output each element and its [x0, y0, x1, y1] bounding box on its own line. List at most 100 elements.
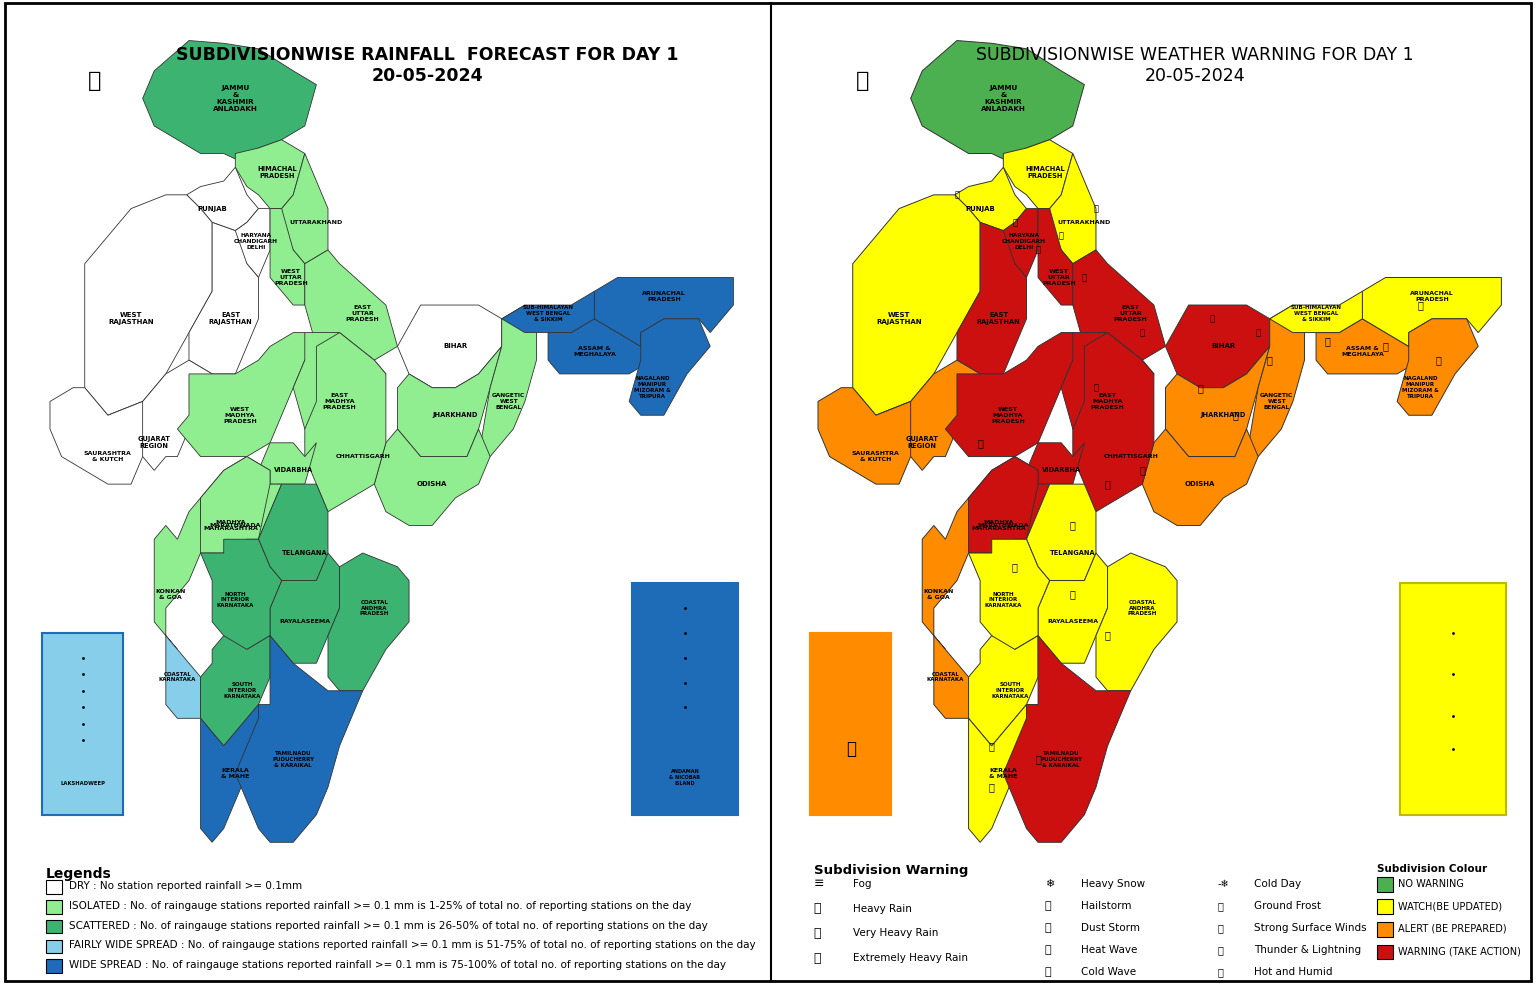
Text: NAGALAND
MANIPUR
MIZORAM &
TRIPURA: NAGALAND MANIPUR MIZORAM & TRIPURA: [634, 377, 671, 399]
Text: BIHAR: BIHAR: [1212, 343, 1235, 349]
Text: KERALA
& MAHE: KERALA & MAHE: [221, 769, 249, 778]
Text: JAMMU
&
KASHMIR
ANLADAKH: JAMMU & KASHMIR ANLADAKH: [214, 85, 258, 112]
Text: KONKAN
& GOA: KONKAN & GOA: [923, 589, 954, 599]
Polygon shape: [143, 40, 316, 159]
Text: ⛈: ⛈: [1218, 945, 1224, 954]
Polygon shape: [1061, 333, 1154, 443]
Polygon shape: [1247, 305, 1304, 457]
Text: MADHYA
MAHARASHTRA: MADHYA MAHARASHTRA: [971, 521, 1026, 530]
Text: CHHATTISGARH: CHHATTISGARH: [335, 454, 390, 460]
Text: COASTAL
KARNATAKA: COASTAL KARNATAKA: [926, 672, 965, 682]
Text: SAURASHTRA
& KUTCH: SAURASHTRA & KUTCH: [852, 452, 900, 461]
Text: Thunder & Lightning: Thunder & Lightning: [1253, 945, 1361, 954]
Polygon shape: [154, 498, 212, 649]
Text: EAST
MADHYA
PRADESH: EAST MADHYA PRADESH: [1091, 394, 1124, 409]
Polygon shape: [1003, 140, 1072, 209]
Polygon shape: [922, 498, 980, 649]
Text: Subdivision Colour: Subdivision Colour: [1376, 864, 1487, 875]
Polygon shape: [1143, 429, 1258, 525]
Text: 🌡: 🌡: [1044, 967, 1051, 977]
Text: SUBDIVISIONWISE RAINFALL  FORECAST FOR DAY 1
20-05-2024: SUBDIVISIONWISE RAINFALL FORECAST FOR DA…: [175, 46, 679, 85]
Text: EAST
MADHYA
PRADESH: EAST MADHYA PRADESH: [323, 394, 356, 409]
Text: VIDARBHA: VIDARBHA: [273, 467, 313, 473]
Text: TAMILNADU
PUDUCHERRY
& KARAIKAL: TAMILNADU PUDUCHERRY & KARAIKAL: [272, 752, 315, 768]
Text: MARATHWADA: MARATHWADA: [977, 523, 1029, 528]
Text: ⛈: ⛈: [1382, 341, 1389, 351]
Text: 🌡: 🌡: [1094, 204, 1098, 214]
Polygon shape: [189, 222, 258, 374]
Text: 🌶: 🌶: [1218, 967, 1224, 977]
FancyBboxPatch shape: [809, 633, 891, 815]
Text: Hailstorm: Hailstorm: [1081, 900, 1130, 911]
Bar: [46, 959, 61, 973]
Text: ⛈: ⛈: [1324, 336, 1330, 345]
Polygon shape: [187, 167, 258, 230]
Polygon shape: [1166, 346, 1270, 457]
Polygon shape: [1270, 291, 1362, 333]
FancyBboxPatch shape: [631, 584, 737, 815]
Text: FAIRLY WIDE SPREAD : No. of raingauge stations reported rainfall >= 0.1 mm is 51: FAIRLY WIDE SPREAD : No. of raingauge st…: [69, 941, 756, 951]
FancyBboxPatch shape: [1399, 584, 1505, 815]
Text: SOUTH
INTERIOR
KARNATAKA: SOUTH INTERIOR KARNATAKA: [992, 683, 1029, 699]
Text: 💨: 💨: [1218, 923, 1224, 933]
Polygon shape: [201, 705, 258, 842]
Text: PUNJAB: PUNJAB: [965, 206, 995, 212]
Text: SAURASHTRA
& KUTCH: SAURASHTRA & KUTCH: [84, 452, 132, 461]
Text: WEST
UTTAR
PRADESH: WEST UTTAR PRADESH: [1041, 270, 1075, 285]
Text: EAST
RAJASTHAN: EAST RAJASTHAN: [977, 312, 1020, 326]
Text: ⛈: ⛈: [1232, 410, 1238, 420]
Text: 🌡: 🌡: [1081, 273, 1087, 282]
Text: ≡: ≡: [814, 877, 825, 891]
Text: EAST
RAJASTHAN: EAST RAJASTHAN: [209, 312, 252, 326]
Bar: [1376, 922, 1393, 937]
Text: ALERT (BE PREPARED): ALERT (BE PREPARED): [1398, 924, 1507, 934]
Text: 🌡: 🌡: [1209, 314, 1215, 324]
Text: ANDAMAN
& NICOBAR
ISLAND: ANDAMAN & NICOBAR ISLAND: [670, 769, 700, 786]
Text: HARYANA
CHANDIGARH
DELHI: HARYANA CHANDIGARH DELHI: [233, 233, 278, 250]
Text: JAMMU
&
KASHMIR
ANLADAKH: JAMMU & KASHMIR ANLADAKH: [982, 85, 1026, 112]
Text: UTTARAKHAND: UTTARAKHAND: [290, 219, 343, 225]
Text: SCATTERED : No. of raingauge stations reported rainfall >= 0.1 mm is 26-50% of t: SCATTERED : No. of raingauge stations re…: [69, 920, 708, 931]
Text: DRY : No station reported rainfall >= 0.1mm: DRY : No station reported rainfall >= 0.…: [69, 881, 303, 891]
Polygon shape: [934, 636, 969, 718]
Polygon shape: [201, 457, 270, 553]
Text: KONKAN
& GOA: KONKAN & GOA: [155, 589, 186, 599]
Polygon shape: [1026, 443, 1084, 484]
Bar: [1376, 877, 1393, 892]
Text: SUB-HIMALAYAN
WEST BENGAL
& SIKKIM: SUB-HIMALAYAN WEST BENGAL & SIKKIM: [1290, 305, 1341, 322]
Text: SOUTH
INTERIOR
KARNATAKA: SOUTH INTERIOR KARNATAKA: [224, 683, 261, 699]
Text: ⛈: ⛈: [989, 782, 995, 792]
Text: 🌿: 🌿: [1218, 900, 1224, 911]
Text: HARYANA
CHANDIGARH
DELHI: HARYANA CHANDIGARH DELHI: [1001, 233, 1046, 250]
Polygon shape: [270, 553, 339, 663]
Text: Fog: Fog: [854, 879, 872, 889]
Text: EAST
UTTAR
PRADESH: EAST UTTAR PRADESH: [346, 305, 379, 322]
Polygon shape: [1026, 484, 1097, 581]
Text: Legends: Legends: [46, 867, 112, 881]
Polygon shape: [1038, 209, 1072, 305]
Text: Very Heavy Rain: Very Heavy Rain: [854, 929, 938, 939]
Polygon shape: [1362, 277, 1501, 346]
Text: MADHYA
MAHARASHTRA: MADHYA MAHARASHTRA: [203, 521, 258, 530]
Text: ⛈: ⛈: [1071, 521, 1075, 530]
Text: 🌡: 🌡: [1044, 945, 1051, 954]
Text: ⛈: ⛈: [814, 952, 822, 965]
Text: LAKSHADWEEP: LAKSHADWEEP: [60, 781, 106, 786]
Text: ARUNACHAL
PRADESH: ARUNACHAL PRADESH: [642, 291, 685, 302]
Polygon shape: [51, 388, 143, 484]
Text: ASSAM &
MEGHALAYA: ASSAM & MEGHALAYA: [1341, 346, 1384, 357]
Text: 🌡: 🌡: [1094, 383, 1098, 393]
Text: Heavy Snow: Heavy Snow: [1081, 879, 1144, 889]
Text: Cold Day: Cold Day: [1253, 879, 1301, 889]
Text: WEST
RAJASTHAN: WEST RAJASTHAN: [876, 312, 922, 326]
Text: 🌧: 🌧: [814, 902, 822, 915]
Text: ⛈: ⛈: [1012, 562, 1018, 572]
Text: GANGETIC
WEST
BENGAL: GANGETIC WEST BENGAL: [1260, 394, 1293, 409]
Text: COASTAL
ANDHRA
PRADESH: COASTAL ANDHRA PRADESH: [1127, 600, 1157, 616]
Polygon shape: [258, 443, 316, 484]
Polygon shape: [594, 277, 733, 346]
Polygon shape: [258, 484, 329, 581]
Text: ⛈: ⛈: [846, 740, 856, 758]
Polygon shape: [201, 539, 281, 649]
Text: COASTAL
KARNATAKA: COASTAL KARNATAKA: [158, 672, 197, 682]
